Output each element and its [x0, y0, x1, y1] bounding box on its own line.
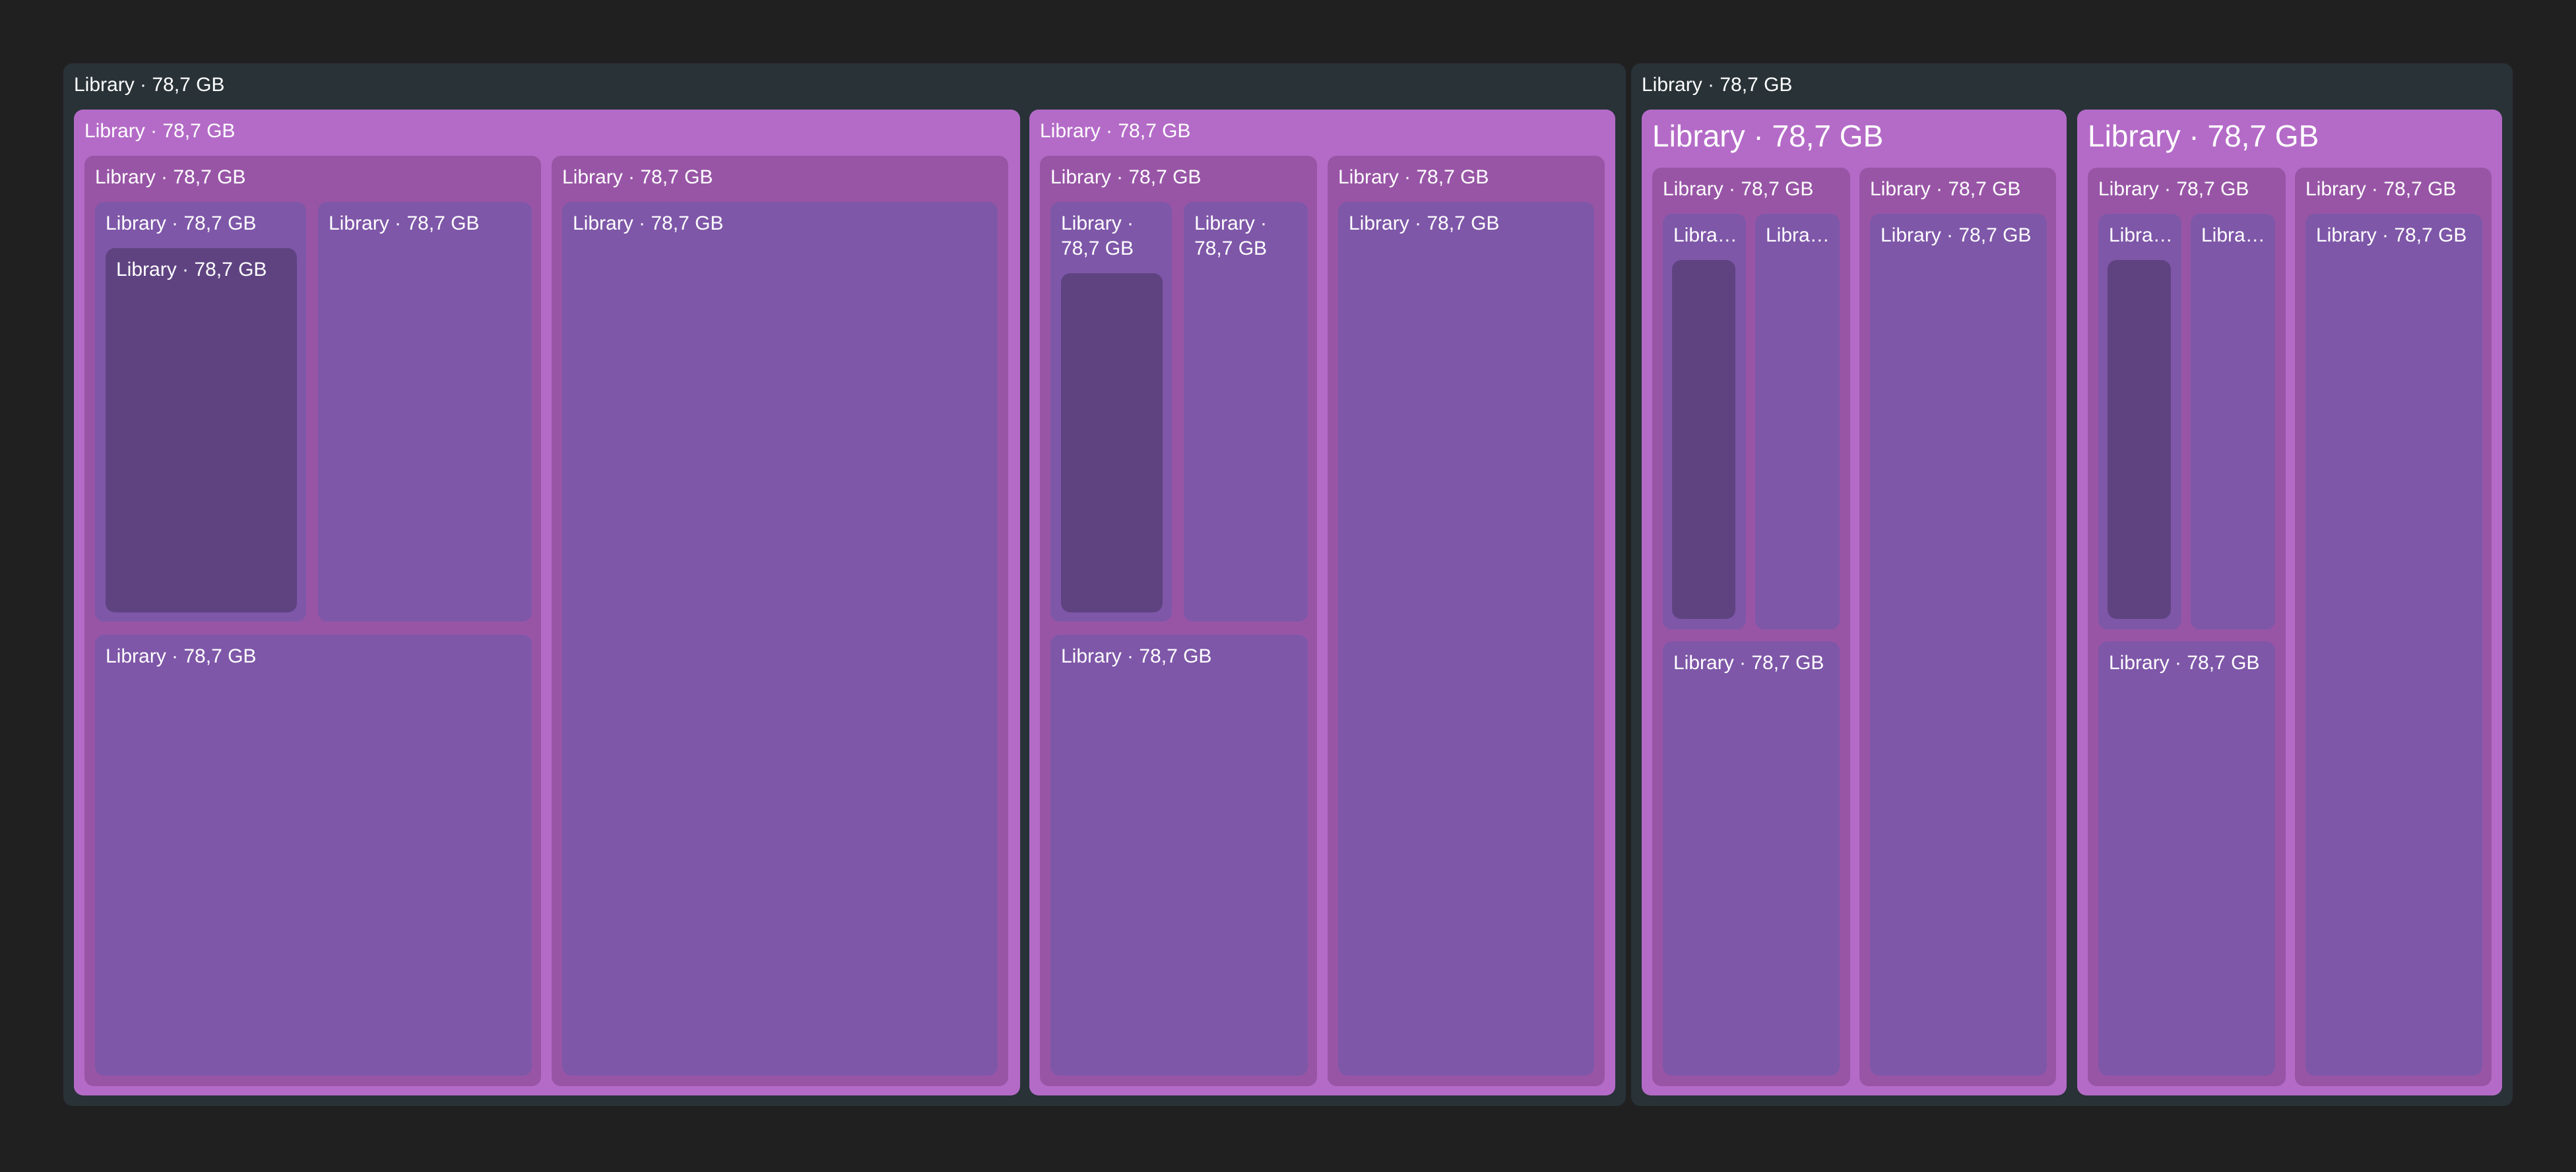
treemap-node-label: Library · 78,7 GB: [2109, 652, 2260, 674]
treemap-node-a1a-2[interactable]: Library · 78,7 GB: [318, 202, 532, 622]
treemap-node-b1b-1[interactable]: Library · 78,7 GB: [1870, 214, 2047, 1076]
treemap-node-label: Library · 78,7 GB: [1061, 212, 1134, 259]
treemap-node-label: Library · 78,7 GB: [573, 212, 724, 234]
treemap-node-a2a-3[interactable]: Library · 78,7 GB: [1050, 635, 1308, 1076]
treemap-node-label: Library · 78,7 GB: [1194, 212, 1268, 259]
treemap-node-label: Library · 78,7 GB: [95, 166, 246, 188]
treemap-node-label: Library · 78,7 GB: [2088, 119, 2319, 153]
treemap-node-label: Library · 78,7 GB: [329, 212, 480, 234]
treemap-node-label: Library · 78,7 GB: [1050, 166, 1202, 188]
treemap-node-b2a-3[interactable]: Library · 78,7 GB: [2098, 641, 2275, 1076]
treemap-node-label: Library · 78,7 GB: [1652, 119, 1884, 153]
treemap-node-a2b-1[interactable]: Library · 78,7 GB: [1338, 202, 1594, 1076]
treemap-node-a2a-2[interactable]: Library · 78,7 GB: [1184, 202, 1308, 622]
treemap-node-label: Library · 78,7 GB: [1338, 166, 1489, 188]
treemap-node-label: Libra…: [2109, 224, 2173, 246]
treemap-node-label: Library · 78,7 GB: [1881, 224, 2032, 246]
treemap-node-label: Library · 78,7 GB: [2098, 178, 2249, 200]
treemap-node-a2a-1-1[interactable]: [1061, 273, 1163, 612]
treemap-node-label: Library · 78,7 GB: [2316, 224, 2467, 246]
treemap-node-label: Library · 78,7 GB: [1673, 652, 1824, 674]
treemap-node-label: Libra…: [1673, 224, 1737, 246]
treemap-node-b1a-3[interactable]: Library · 78,7 GB: [1663, 641, 1840, 1076]
treemap-node-label: Library · 78,7 GB: [74, 74, 225, 96]
treemap-node-b1a-1-1[interactable]: [1672, 260, 1735, 619]
treemap-node-b2b-1[interactable]: Library · 78,7 GB: [2305, 214, 2482, 1076]
treemap-node-label: Libra…: [2201, 224, 2265, 246]
treemap-node-b2a-1-1[interactable]: [2108, 260, 2171, 619]
treemap-node-label: Library · 78,7 GB: [84, 120, 236, 142]
treemap-node-label: Library · 78,7 GB: [1870, 178, 2021, 200]
treemap-node-a1a-1-1[interactable]: Library · 78,7 GB: [106, 248, 297, 612]
treemap-node-label: Libra…: [1766, 224, 1830, 246]
treemap-node-b2a-2[interactable]: Libra…: [2191, 214, 2275, 630]
treemap-node-a1a-3[interactable]: Library · 78,7 GB: [95, 635, 532, 1076]
treemap-node-label: Library · 78,7 GB: [1061, 645, 1212, 667]
treemap-node-label: Library · 78,7 GB: [1040, 120, 1191, 142]
treemap-node-label: Library · 78,7 GB: [2305, 178, 2457, 200]
treemap-node-label: Library · 78,7 GB: [1663, 178, 1814, 200]
treemap-node-label: Library · 78,7 GB: [562, 166, 713, 188]
treemap-node-b1a-2[interactable]: Libra…: [1755, 214, 1840, 630]
treemap-node-a1b-1[interactable]: Library · 78,7 GB: [562, 202, 998, 1076]
treemap-node-label: Library · 78,7 GB: [1349, 212, 1500, 234]
treemap-node-label: Library · 78,7 GB: [106, 645, 257, 667]
treemap-node-label: Library · 78,7 GB: [1642, 74, 1793, 96]
treemap-node-label: Library · 78,7 GB: [106, 212, 257, 234]
treemap-node-label: Library · 78,7 GB: [116, 259, 267, 280]
